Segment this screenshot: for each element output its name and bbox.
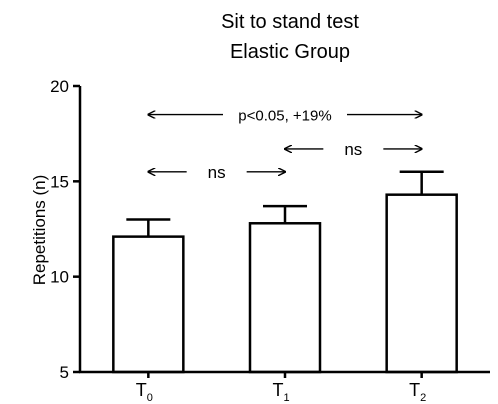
annotation-label: ns [208,163,226,182]
y-tick-label: 15 [50,172,69,191]
y-axis-label: Repetitions (n) [30,175,49,286]
y-tick-label: 10 [50,268,69,287]
chart-subtitle: Elastic Group [230,41,350,63]
annotations: p<0.05, +19% ns ns [148,108,421,182]
y-axis: 5 10 15 20 [50,77,82,382]
x-tick-label: T1 [272,380,289,404]
bar [112,235,185,374]
bar [385,193,458,374]
chart-title: Sit to stand test [221,11,359,33]
x-axis: T0 T1 T2 [79,370,490,404]
x-tick-label: T0 [136,380,153,404]
y-tick-label: 20 [50,77,69,96]
annotation-label: p<0.05, +19% [238,108,331,125]
bars [112,170,458,374]
bar [248,222,322,374]
x-tick-label: T2 [409,380,426,404]
annotation-label: ns [344,140,362,159]
y-tick-label: 5 [60,363,69,382]
